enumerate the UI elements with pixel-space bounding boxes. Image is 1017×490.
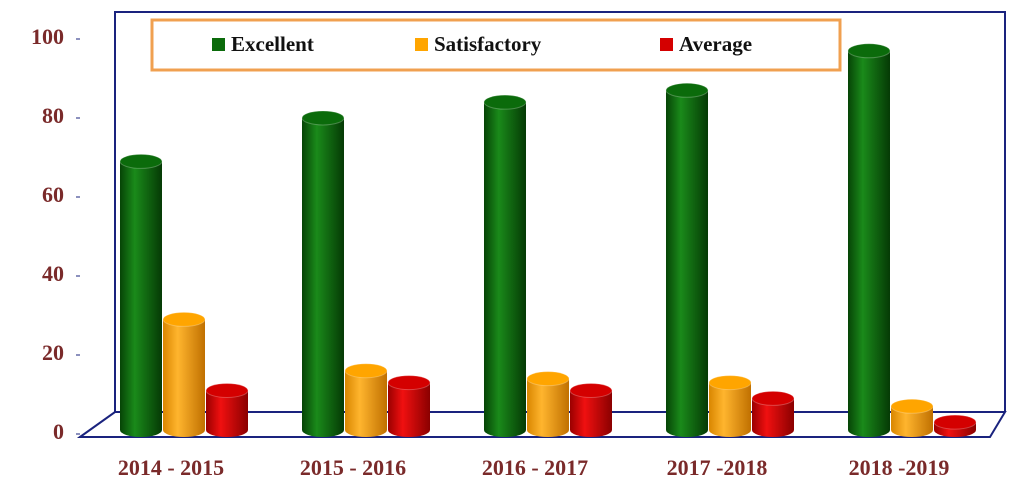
- bar: [666, 90, 708, 431]
- cylinder-top: [751, 390, 795, 406]
- cylinder-top: [708, 375, 752, 391]
- y-tick-label: 20: [42, 340, 64, 365]
- cylinder-top: [344, 363, 388, 379]
- y-tick-label: 100: [31, 24, 64, 49]
- cylinder-top: [933, 414, 977, 430]
- x-tick-label: 2018 -2019: [849, 455, 950, 480]
- y-tick-label: 80: [42, 103, 64, 128]
- x-tick-label: 2016 - 2017: [482, 455, 588, 480]
- y-tick-label: 40: [42, 261, 64, 286]
- cylinder-top: [847, 43, 891, 59]
- cylinder-top: [301, 110, 345, 126]
- bar: [484, 102, 526, 431]
- cylinder-top: [526, 371, 570, 387]
- legend-label: Average: [679, 32, 752, 56]
- cylinder-top: [483, 94, 527, 110]
- legend-swatch: [212, 38, 225, 51]
- bar: [120, 161, 162, 430]
- bar: [388, 382, 430, 430]
- x-tick-label: 2015 - 2016: [300, 455, 406, 480]
- legend-swatch: [660, 38, 673, 51]
- cylinder-top: [205, 383, 249, 398]
- cylinder-top: [387, 375, 431, 391]
- cylinder-top: [665, 82, 709, 98]
- y-tick-label: 60: [42, 182, 64, 207]
- bar: [163, 319, 205, 430]
- bar: [527, 378, 569, 430]
- x-tick-label: 2014 - 2015: [118, 455, 224, 480]
- cylinder-top: [162, 311, 206, 327]
- y-tick-label: 0: [53, 419, 64, 444]
- bar: [848, 50, 890, 431]
- cylinder-top: [890, 398, 934, 414]
- x-tick-label: 2017 -2018: [667, 455, 768, 480]
- cylinder-top: [569, 383, 613, 398]
- legend-box: [150, 18, 842, 72]
- legend-label: Satisfactory: [434, 32, 542, 56]
- bar: [302, 117, 344, 430]
- legend-swatch: [415, 38, 428, 51]
- cylinder-top: [119, 153, 163, 169]
- bar: [709, 382, 751, 430]
- legend-label: Excellent: [231, 32, 314, 56]
- bar: [345, 370, 387, 430]
